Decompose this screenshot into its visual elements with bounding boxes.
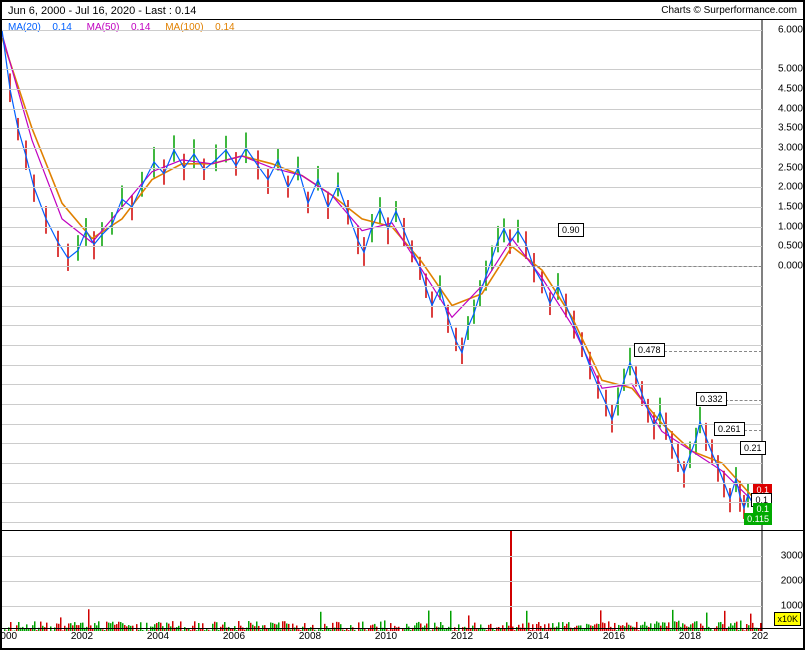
x-axis: 2000 2002 2004 2006 2008 2010 2012 2014 2016 2018… [2,628,805,648]
x-tick-label: 2014 [527,631,549,642]
vol-tick-label: 3000 [781,551,803,562]
y-tick-label: 0.000 [778,261,803,272]
x-tick-label: 2008 [299,631,321,642]
price-annotation: 0.332 [696,392,727,406]
price-annotation: 0.261 [714,422,745,436]
y-tick-label: 2.000 [778,182,803,193]
y-tick-label: 3.500 [778,123,803,134]
end-price-tag: 0.115 [744,513,772,525]
price-svg [2,20,805,530]
date-range-text: Jun 6, 2000 - Jul 16, 2020 - Last : 0.14 [8,5,196,17]
volume-pane: 3000 2000 1000 [2,530,805,630]
x-tick-label: 2012 [451,631,473,642]
y-tick-label: 0.500 [778,241,803,252]
y-tick-label: 5.000 [778,64,803,75]
y-tick-label: 2.500 [778,162,803,173]
price-annotation: 0.478 [634,343,665,357]
x-tick-label: 2000 [0,631,17,642]
price-annotation: 0.21 [740,441,766,455]
x-tick-label: 2002 [71,631,93,642]
y-tick-label: 1.000 [778,221,803,232]
x-tick-label: 2004 [147,631,169,642]
attribution-text: Charts © Surperformance.com [661,5,797,16]
x-tick-label: 202 [752,631,769,642]
x-tick-label: 2010 [375,631,397,642]
price-annotation: 0.90 [558,223,584,237]
vol-tick-label: 1000 [781,601,803,612]
x-tick-label: 2018 [679,631,701,642]
y-tick-label: 4.500 [778,84,803,95]
price-pane: 6.000 5.000 4.500 4.000 3.500 3.000 2.500 2.000… [2,20,805,530]
vol-tick-label: 2000 [781,576,803,587]
y-tick-label: 6.000 [778,25,803,36]
chart-frame: Jun 6, 2000 - Jul 16, 2020 - Last : 0.14… [0,0,805,650]
x-tick-label: 2016 [603,631,625,642]
volume-svg [2,531,805,631]
y-tick-label: 3.000 [778,143,803,154]
chart-header: Jun 6, 2000 - Jul 16, 2020 - Last : 0.14… [2,2,803,20]
y-tick-label: 4.000 [778,103,803,114]
y-tick-label: 1.500 [778,202,803,213]
volume-scale-badge: x10K [774,612,801,626]
x-tick-label: 2006 [223,631,245,642]
